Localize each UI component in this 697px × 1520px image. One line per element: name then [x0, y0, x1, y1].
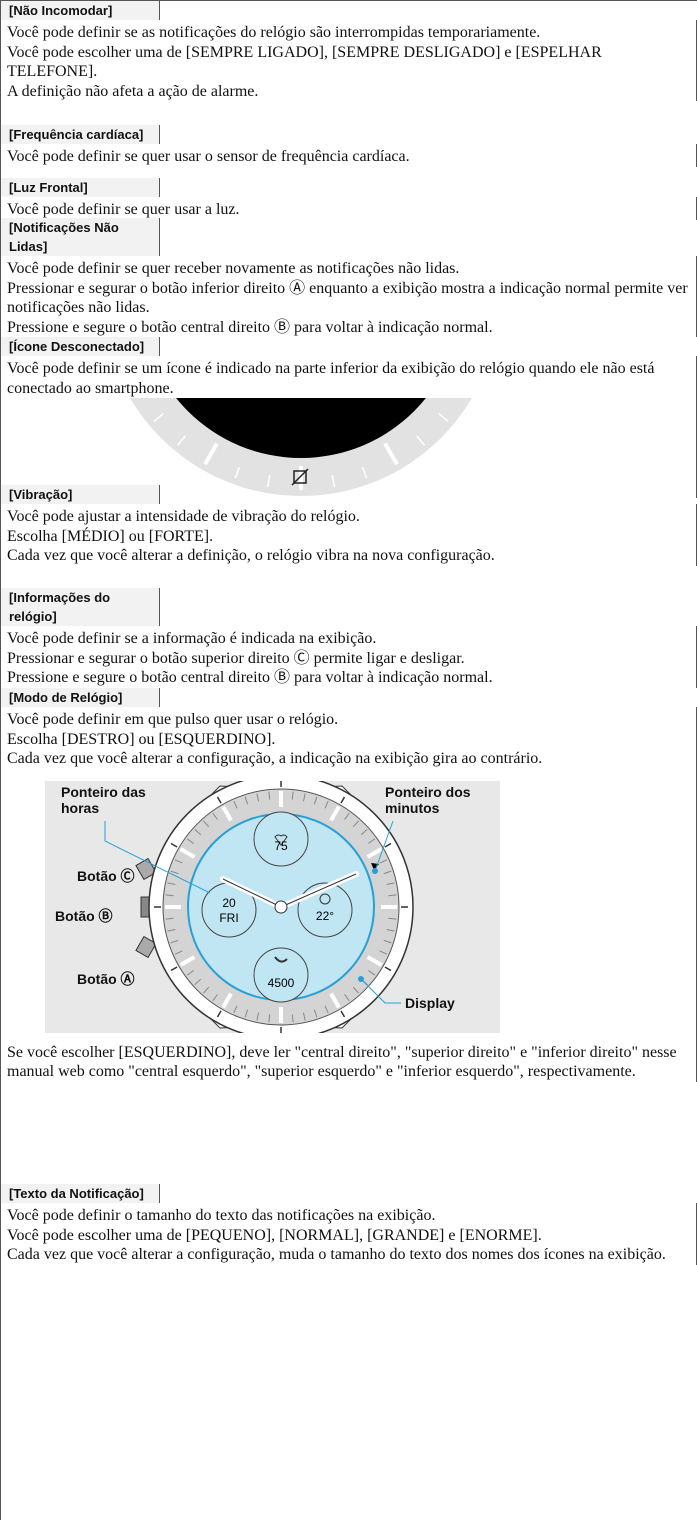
paragraph: Se você escolher [ESQUERDINO], deve ler …: [7, 1043, 677, 1081]
paragraph: Cada vez que você alterar a definição, o…: [7, 547, 495, 564]
figure-label: 4500: [268, 976, 295, 990]
row-label: [Modo de Relógio]: [1, 688, 160, 707]
table-row: [Modo de Relógio] Você pode definir em qu…: [1, 688, 697, 1184]
paragraph: Você pode definir se quer receber novame…: [7, 260, 460, 277]
paragraph: Você pode definir se um ícone é indicado…: [7, 360, 655, 397]
table-row: [Frequência cardíaca] Você pode definir s…: [1, 125, 697, 178]
figure-label: 20: [222, 896, 236, 910]
table-row: [Informações do relógio] Você pode defini…: [1, 588, 697, 688]
figure-label: Botão Ⓐ: [77, 971, 135, 987]
paragraph: Escolha [MÉDIO] ou [FORTE].: [7, 527, 214, 545]
row-content: Você pode definir se quer receber novame…: [1, 256, 697, 337]
table-row: [Vibração] Você pode ajustar a intensidad…: [1, 485, 697, 588]
figure-label: Display: [405, 995, 455, 1011]
paragraph: Você pode definir em que pulso quer usar…: [7, 711, 339, 728]
figure-label: 22°: [316, 909, 334, 923]
paragraph: Você pode definir se quer usar o sensor …: [7, 148, 410, 165]
paragraph: Pressione e segure o botão central direi…: [7, 669, 493, 686]
figure-label: Botão Ⓑ: [55, 908, 113, 924]
paragraph: Escolha [DESTRO] ou [ESQUERDINO].: [7, 730, 276, 748]
row-label: [Luz Frontal]: [1, 178, 160, 197]
row-label: [Notificações Não Lidas]: [1, 218, 160, 256]
row-label: [Texto da Notificação]: [1, 1184, 160, 1203]
row-label: [Informações do relógio]: [1, 588, 160, 626]
table-row: [Ícone Desconectado] Você pode definir se…: [1, 337, 697, 498]
row-label: [Ícone Desconectado]: [1, 337, 160, 356]
paragraph: Você pode definir se a informação é indi…: [7, 630, 377, 647]
paragraph: Você pode definir se quer usar a luz.: [7, 201, 240, 218]
paragraph: Pressionar e segurar o botão superior di…: [7, 649, 465, 667]
figure-label: Ponteiro das horas: [61, 784, 146, 816]
paragraph: Você pode escolher uma de [PEQUENO], [NO…: [7, 1226, 542, 1244]
row-label: [Não Incomodar]: [1, 1, 160, 20]
paragraph: A definição não afeta a ação de alarme.: [7, 82, 259, 100]
row-label: [Vibração]: [1, 485, 160, 504]
paragraph: Você pode ajustar a intensidade de vibra…: [7, 508, 360, 525]
row-content: Você pode definir se a informação é indi…: [1, 626, 697, 688]
table-row: [Texto da Notificação] Você pode definir …: [1, 1184, 697, 1520]
paragraph: Você pode escolher uma de [SEMPRE LIGADO…: [7, 43, 602, 81]
paragraph: Cada vez que você alterar a configuração…: [7, 1246, 666, 1263]
bezel-illustration: [130, 398, 472, 496]
row-content: Você pode ajustar a intensidade de vibra…: [1, 504, 697, 566]
table-row: [Luz Frontal] Você pode definir se quer u…: [1, 178, 697, 220]
paragraph: Pressionar e segurar o botão inferior di…: [7, 279, 688, 317]
row-content: Você pode definir se quer usar a luz.: [1, 197, 697, 220]
row-content: Você pode definir o tamanho do texto das…: [1, 1203, 697, 1265]
paragraph: Você pode definir o tamanho do texto das…: [7, 1207, 436, 1224]
figure-label: 75: [274, 839, 288, 853]
figure-label: Ponteiro dos minutos: [385, 784, 471, 816]
figure-label: FRI: [219, 911, 238, 925]
paragraph: Você pode definir se as notificações do …: [7, 24, 541, 41]
table-row: [Notificações Não Lidas] Você pode defini…: [1, 218, 697, 337]
figure-label: Botão Ⓒ: [77, 868, 135, 884]
row-content: Você pode definir se um ícone é indicado…: [1, 356, 697, 498]
paragraph: Pressione e segure o botão central direi…: [7, 318, 493, 336]
row-content: Você pode definir se as notificações do …: [1, 20, 697, 101]
table-row: [Não Incomodar] Você pode definir se as n…: [1, 1, 697, 125]
row-content: Você pode definir se quer usar o sensor …: [1, 144, 697, 167]
row-label: [Frequência cardíaca]: [1, 125, 160, 144]
row-content: Você pode definir em que pulso quer usar…: [1, 707, 697, 1082]
paragraph: Cada vez que você alterar a configuração…: [7, 750, 543, 767]
